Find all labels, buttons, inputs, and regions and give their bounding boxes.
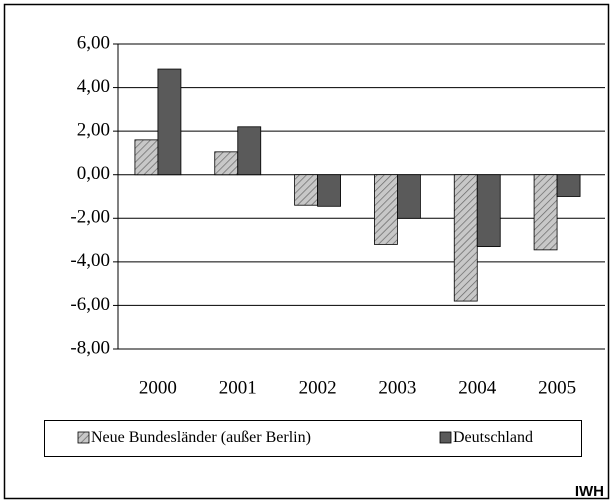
x-tick-label: 2004 — [458, 377, 497, 398]
x-tick-label: 2001 — [219, 377, 257, 398]
y-tick-label: -6,00 — [70, 294, 110, 315]
bar — [533, 174, 558, 251]
y-tick-label: 0,00 — [77, 163, 110, 184]
legend-label: Deutschland — [453, 429, 533, 446]
bar — [294, 174, 318, 206]
bar — [397, 174, 421, 219]
legend-swatch — [77, 431, 90, 444]
bar — [317, 174, 341, 207]
x-tick-label: 2002 — [299, 377, 337, 398]
bar — [453, 174, 478, 302]
bar — [237, 126, 262, 176]
bar — [476, 174, 501, 248]
y-tick-label: -4,00 — [70, 250, 110, 271]
bar — [157, 68, 182, 176]
y-tick-label: 2,00 — [77, 120, 110, 141]
x-tick-label: 2003 — [378, 377, 416, 398]
bar — [556, 174, 581, 197]
legend-label: Neue Bundesländer (außer Berlin) — [91, 429, 311, 446]
y-tick-label: -2,00 — [70, 207, 110, 228]
y-tick-label: 4,00 — [77, 76, 110, 97]
x-tick-label: 2005 — [538, 377, 576, 398]
bar — [214, 151, 239, 176]
bar — [374, 174, 398, 245]
y-tick-label: -8,00 — [70, 337, 110, 358]
legend-swatch — [439, 431, 452, 444]
source-label: IWH — [575, 483, 604, 500]
chart-frame — [3, 3, 610, 500]
y-tick-label: 6,00 — [77, 32, 110, 53]
x-tick-label: 2000 — [139, 377, 177, 398]
legend-box — [44, 420, 582, 457]
bar — [134, 139, 159, 176]
